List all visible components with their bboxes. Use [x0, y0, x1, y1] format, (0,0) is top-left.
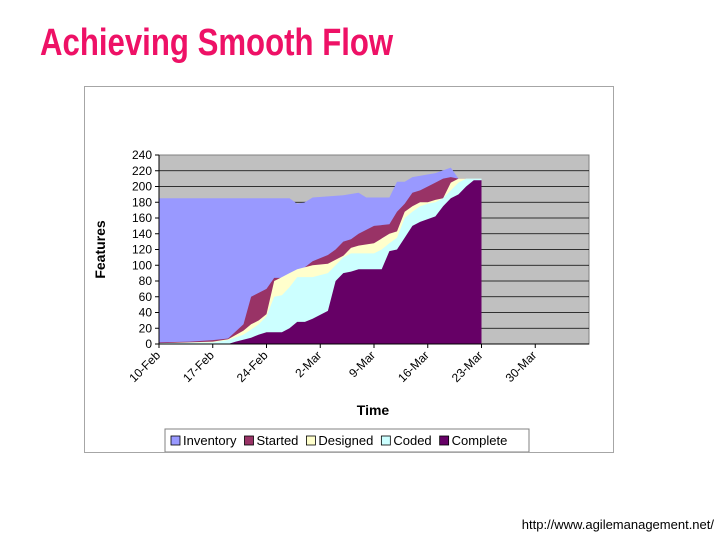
legend-label-inventory: Inventory — [183, 433, 237, 448]
y-tick-label: 0 — [145, 337, 152, 351]
legend-label-designed: Designed — [318, 433, 373, 448]
x-tick-label: 24-Feb — [234, 348, 271, 385]
legend-swatch-started — [244, 435, 254, 446]
footer-url[interactable]: http://www.agilemanagement.net/ — [521, 517, 714, 532]
y-tick-label: 240 — [132, 148, 152, 162]
y-tick-label: 140 — [132, 227, 152, 241]
slide-title: Achieving Smooth Flow — [40, 22, 394, 64]
x-tick-label: 30-Mar — [503, 348, 540, 385]
legend-label-coded: Coded — [393, 433, 431, 448]
x-tick-label: 17-Feb — [180, 348, 217, 385]
y-tick-label: 60 — [139, 290, 153, 304]
legend-label-complete: Complete — [452, 433, 508, 448]
area-complete — [159, 180, 482, 344]
y-tick-label: 80 — [139, 274, 153, 288]
y-tick-label: 200 — [132, 180, 152, 194]
y-tick-label: 20 — [139, 321, 153, 335]
y-tick-label: 220 — [132, 164, 152, 178]
y-tick-label: 180 — [132, 195, 152, 209]
y-tick-label: 160 — [132, 211, 152, 225]
legend-label-started: Started — [256, 433, 298, 448]
x-tick-label: 9-Mar — [346, 348, 378, 380]
chart-frame: 0 20 40 60 80 100 120 140 160 180 200 220 240 10-Feb 1… — [84, 86, 614, 453]
x-tick-label: 2-Mar — [292, 348, 324, 380]
legend — [164, 428, 530, 452]
y-tick-label: 40 — [139, 306, 153, 320]
legend-swatch-designed — [306, 435, 316, 446]
legend-swatch-coded — [380, 435, 391, 446]
y-tick-label: 100 — [132, 258, 152, 272]
x-tick-label: 23-Mar — [449, 348, 486, 385]
y-axis-title: Features — [92, 220, 108, 279]
y-tick-label: 120 — [132, 243, 152, 257]
x-tick-label: 10-Feb — [126, 348, 163, 385]
x-tick-label: 16-Mar — [395, 348, 432, 385]
legend-swatch-inventory — [170, 435, 181, 446]
legend-swatch-complete — [439, 435, 450, 446]
x-axis-title: Time — [357, 402, 390, 418]
